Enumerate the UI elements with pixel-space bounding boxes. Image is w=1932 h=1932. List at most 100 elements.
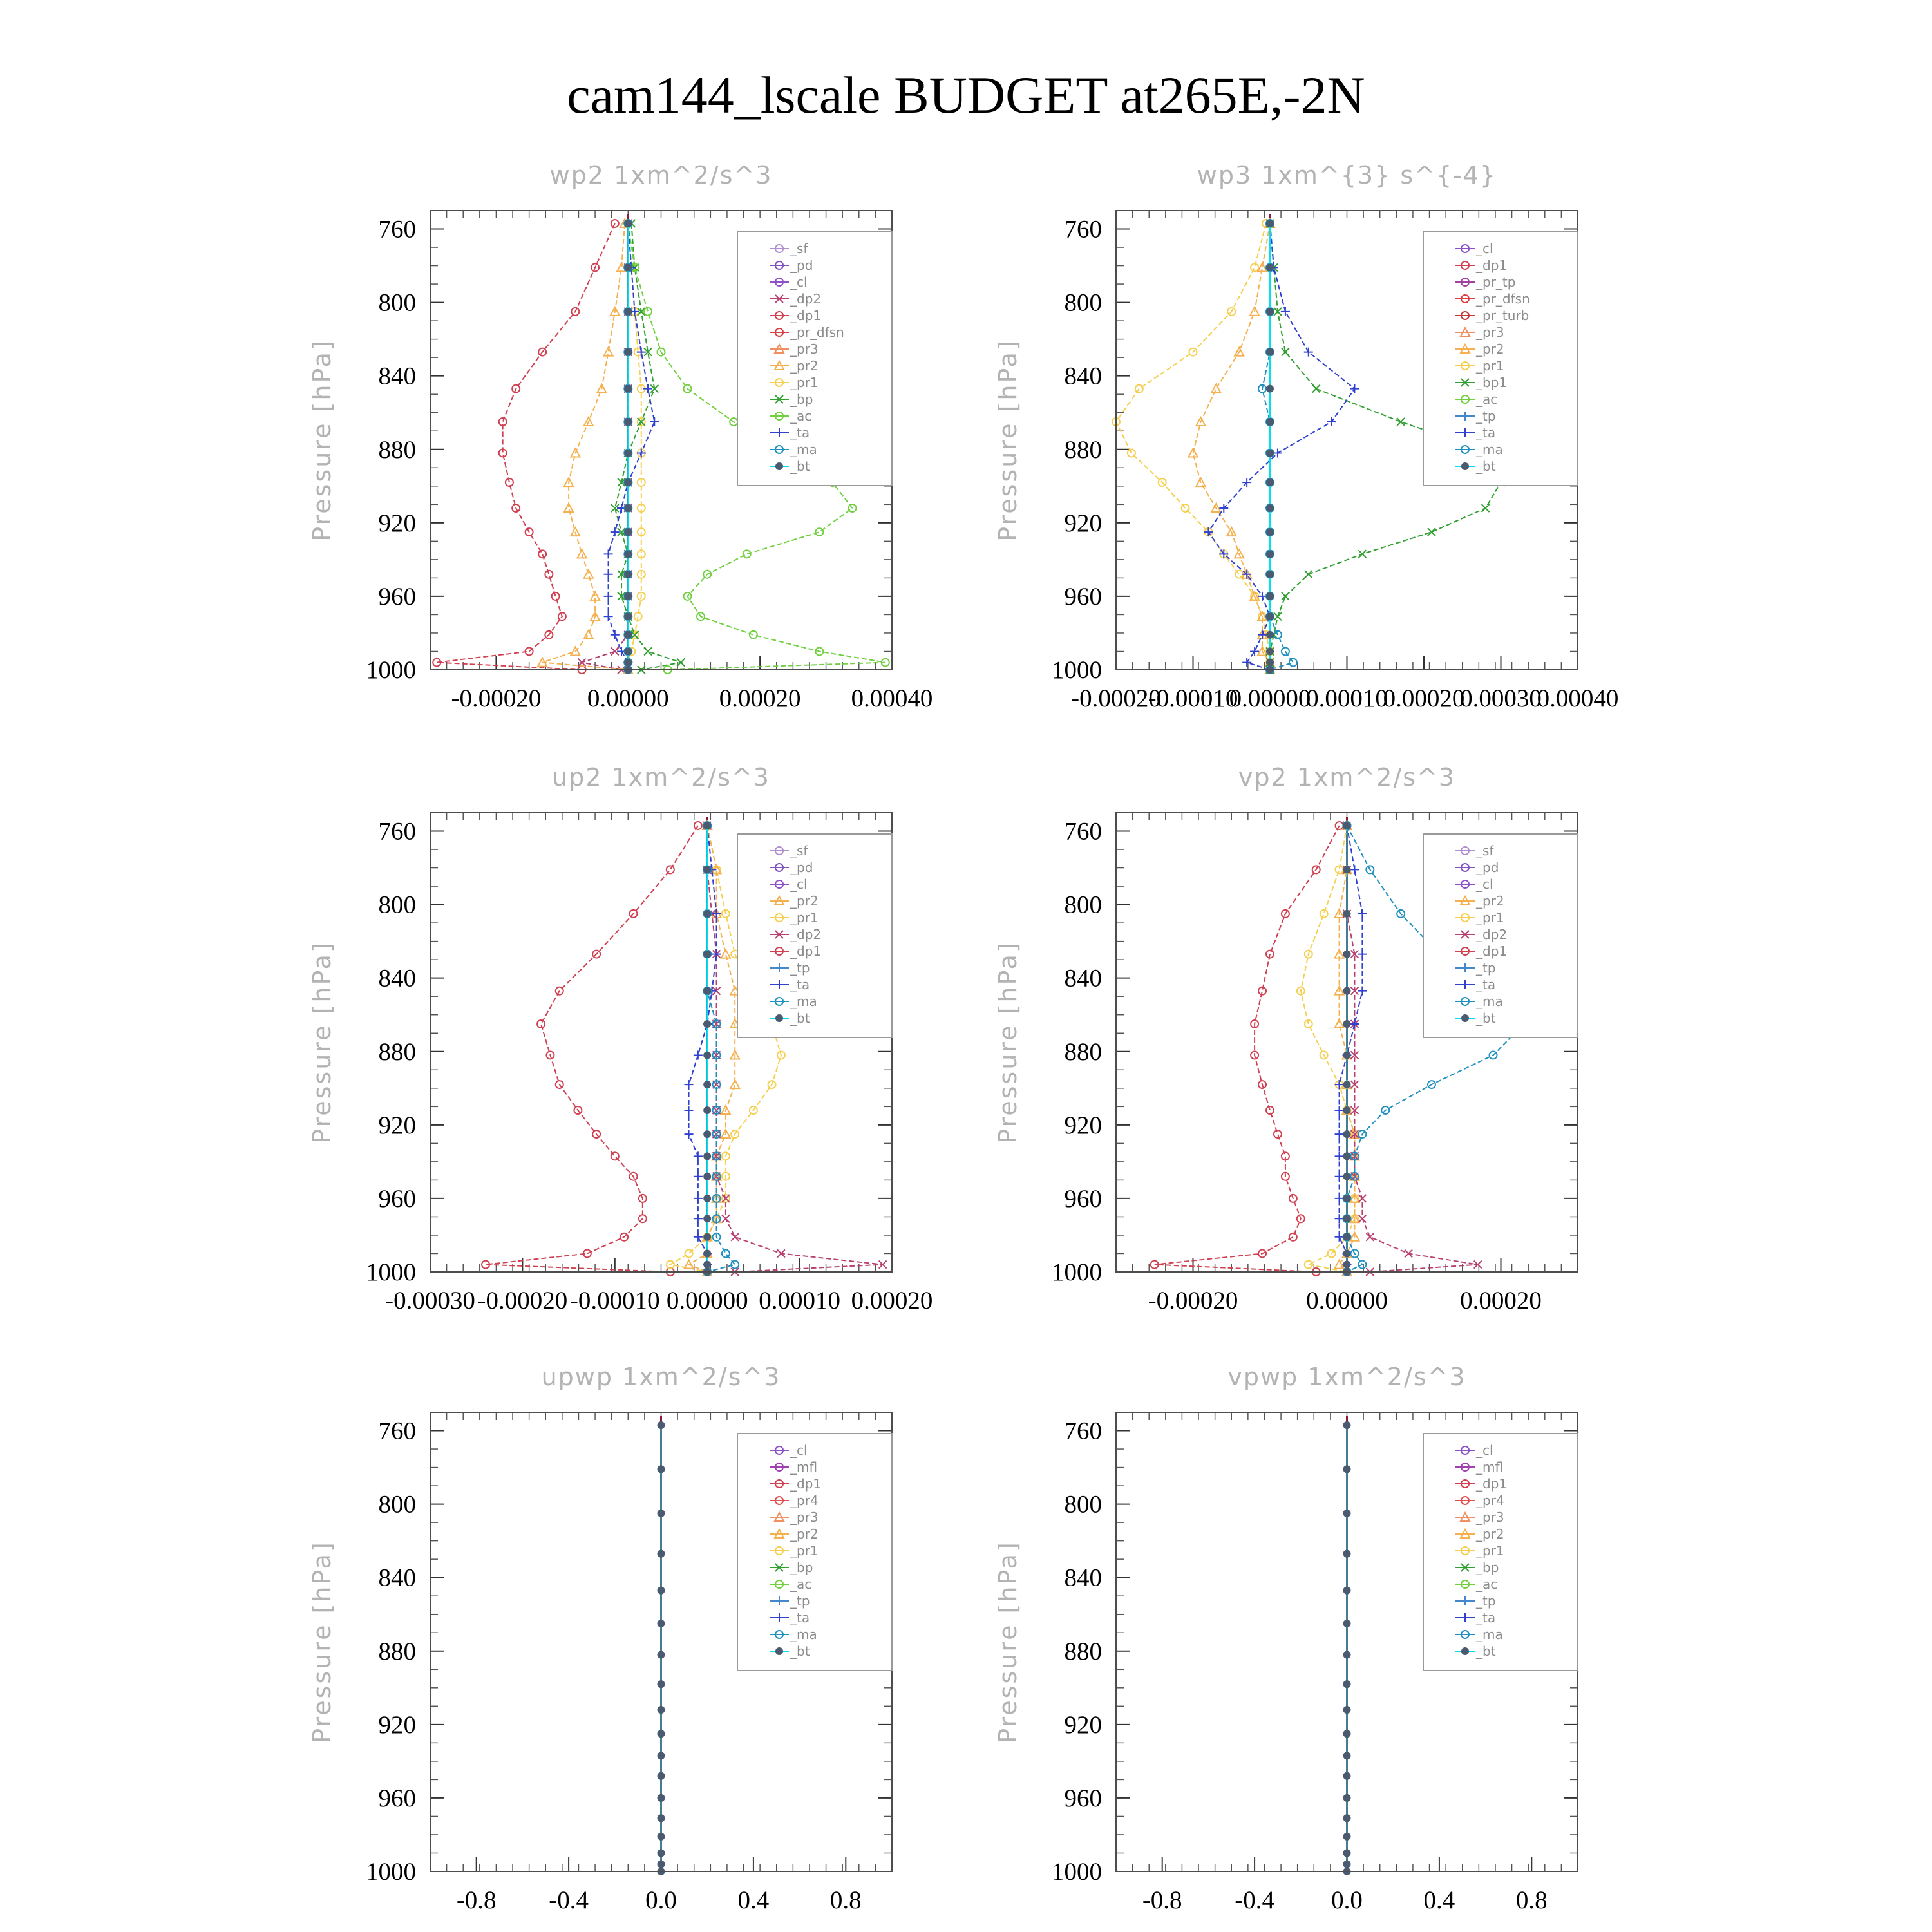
data-point <box>657 1651 665 1659</box>
y-tick-label: 760 <box>379 216 417 243</box>
legend-label: _pr1 <box>1475 358 1504 374</box>
data-point <box>1343 1081 1351 1089</box>
data-point <box>1358 549 1367 559</box>
data-point <box>1343 1860 1351 1868</box>
data-point <box>624 612 632 621</box>
data-point <box>1258 591 1267 601</box>
data-point <box>1349 1192 1361 1203</box>
data-point <box>643 647 652 656</box>
data-point <box>1195 476 1207 488</box>
x-tick-label: 0.00040 <box>851 685 933 712</box>
legend-label: _dp2 <box>1475 927 1507 942</box>
data-point <box>617 478 626 487</box>
data-point <box>636 591 646 601</box>
legend-marker <box>1461 880 1470 889</box>
data-point <box>1258 630 1267 639</box>
data-point <box>1343 1619 1351 1627</box>
data-point <box>1281 592 1290 601</box>
legend-marker <box>1461 428 1470 437</box>
data-point <box>657 1706 665 1714</box>
legend-marker <box>1461 963 1470 972</box>
legend-label: _sf <box>790 241 808 256</box>
legend-label: _pd <box>790 258 813 273</box>
x-tick-label: -0.4 <box>549 1886 589 1914</box>
data-point <box>1343 909 1351 918</box>
y-tick-label: 840 <box>1065 1564 1103 1592</box>
legend-box <box>737 833 893 1038</box>
data-point <box>624 478 632 487</box>
y-tick-label: 1000 <box>366 656 416 684</box>
legend-label: _pr_turb <box>1475 308 1529 323</box>
legend-label: _dp1 <box>1475 943 1507 959</box>
data-point <box>1256 645 1268 656</box>
panel-6: vpwp 1xm^2/s^3 Pressure [hPa] 760 800 840 880… <box>994 1363 1578 1914</box>
data-point <box>1266 263 1274 272</box>
series_dp1 <box>432 218 620 674</box>
legend-label: _pr4 <box>790 1493 819 1508</box>
data-point <box>657 1421 665 1429</box>
series_bt <box>624 219 632 674</box>
x-tick-label: -0.8 <box>457 1886 497 1914</box>
y-axis-label: Pressure [hPa] <box>994 339 1022 542</box>
data-point <box>1280 647 1290 656</box>
legend-marker <box>775 261 784 270</box>
series-line <box>627 223 642 670</box>
legend-label: _pr_tp <box>1475 274 1515 290</box>
legend-marker <box>775 846 784 855</box>
series_bt <box>1343 821 1351 1276</box>
data-point <box>1303 347 1313 357</box>
legend-label: _dp1 <box>790 308 821 323</box>
legend-label: _bt <box>1475 1643 1496 1659</box>
x-tick-label: 0.00020 <box>1460 1287 1542 1314</box>
series_bp <box>611 219 685 674</box>
legend-marker <box>773 895 785 905</box>
data-point <box>1281 347 1290 357</box>
series-line <box>614 223 684 670</box>
data-point <box>1350 384 1359 393</box>
data-point <box>1334 1171 1344 1181</box>
y-tick-label: 760 <box>379 818 417 846</box>
legend-label: _mfl <box>1475 1459 1503 1475</box>
panel-title: up2 1xm^2/s^3 <box>552 763 770 791</box>
legend-marker <box>775 1580 784 1589</box>
x-tick-label: -0.00020 <box>478 1287 568 1314</box>
legend-marker <box>773 1511 785 1522</box>
data-point <box>703 1152 712 1160</box>
legend-label: _pr2 <box>790 1526 819 1542</box>
data-point <box>1266 307 1274 316</box>
data-point <box>676 658 685 667</box>
data-point <box>1250 1050 1260 1060</box>
legend-label: _pr3 <box>790 1510 819 1525</box>
legend: _sf _pd_cl_pr2_pr1 _dp2_dp1_tp_ta _ma_bt <box>737 833 893 1038</box>
data-point <box>712 1080 721 1090</box>
legend-box <box>737 231 893 486</box>
panels: wp2 1xm^2/s^3 Pressure [hPa] 760 800 840 880 9… <box>308 161 1618 1914</box>
legend-marker <box>775 913 784 922</box>
y-tick-label: 1000 <box>366 1258 416 1286</box>
legend-marker <box>775 1630 784 1639</box>
data-point <box>643 384 653 393</box>
legend: _cl_mfl_dp1_pr4 _pr3_pr2_pr1 _bp _ac_tp_ta _… <box>737 1433 893 1671</box>
legend-label: _bt <box>790 459 810 474</box>
data-point <box>1304 569 1313 579</box>
legend-marker <box>775 311 784 320</box>
legend-label: _sf <box>790 843 808 858</box>
data-point <box>1358 1214 1367 1223</box>
data-point <box>1427 527 1436 536</box>
data-point <box>624 348 632 356</box>
data-point <box>610 218 620 228</box>
data-point <box>629 1171 638 1181</box>
data-point <box>748 630 758 639</box>
data-point <box>1343 1730 1351 1738</box>
legend: _cl _dp1_pr_tp_pr_dfsn_pr_turb _pr3_pr2_pr… <box>1423 231 1578 486</box>
data-point <box>665 865 675 875</box>
data-point <box>1343 1586 1351 1595</box>
series_pr1 <box>1112 218 1274 674</box>
data-point <box>1481 504 1490 513</box>
data-point <box>1343 1019 1351 1028</box>
data-point <box>603 569 613 579</box>
data-point <box>1343 1814 1351 1823</box>
legend-label: _ac <box>790 1577 811 1592</box>
legend-label: _bp1 <box>1475 375 1507 390</box>
y-tick-label: 760 <box>1065 818 1103 846</box>
